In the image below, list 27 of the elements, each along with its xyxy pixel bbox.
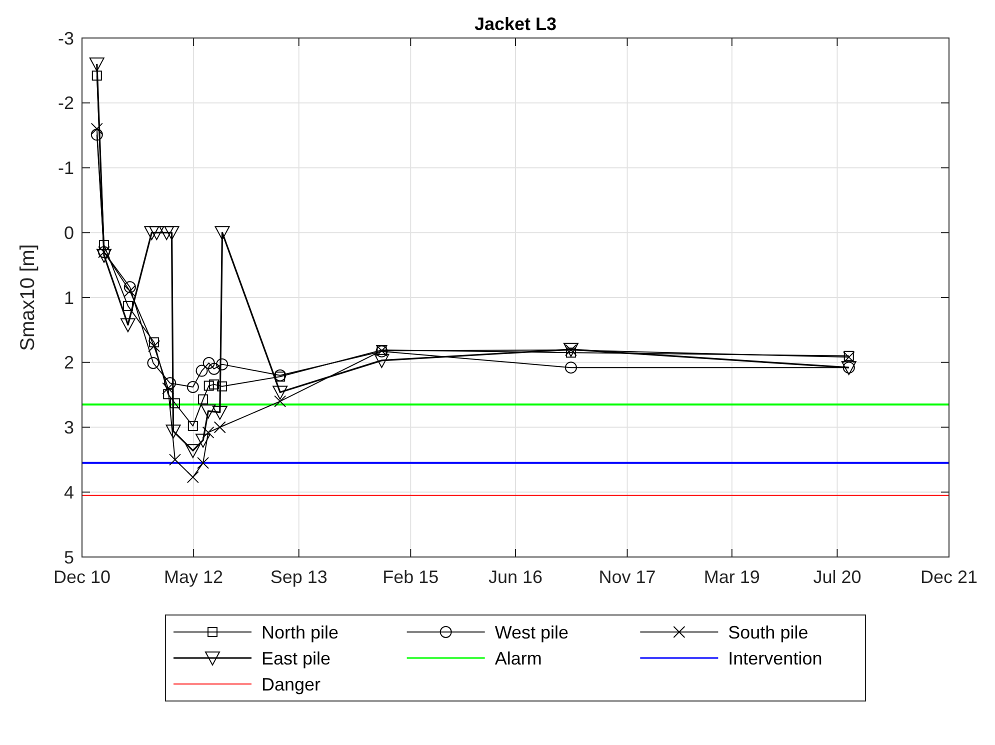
legend-label: Intervention [728,648,822,668]
legend-label: North pile [262,622,339,642]
legend-label: Alarm [494,648,542,668]
x-tick-label: May 12 [164,567,224,587]
y-tick-label: 5 [64,547,74,568]
legend-label: East pile [262,648,331,668]
x-tick-label: Dec 21 [920,567,978,587]
y-tick-label: 1 [64,288,74,308]
x-tick-label: Jun 16 [488,567,543,587]
y-axis-title: Smax10 [m] [17,244,39,351]
legend-label: West pile [494,622,569,642]
y-tick-label: 2 [64,352,74,373]
x-tick-label: Dec 10 [53,567,111,587]
y-tick-label: 3 [64,418,74,438]
x-tick-label: Jul 20 [813,567,862,587]
y-tick-label: -2 [58,93,74,114]
legend-label: Danger [262,674,321,694]
y-tick-label: 0 [64,222,74,243]
y-tick-label: -1 [58,158,74,178]
chart-title: Jacket L3 [474,14,557,34]
x-tick-label: Feb 15 [382,567,439,587]
x-tick-label: Mar 19 [704,567,760,587]
legend-label: South pile [728,622,808,642]
x-tick-label: Sep 13 [270,567,328,587]
x-tick-label: Nov 17 [598,567,656,587]
y-tick-label: -3 [58,28,74,48]
y-tick-label: 4 [64,482,74,502]
